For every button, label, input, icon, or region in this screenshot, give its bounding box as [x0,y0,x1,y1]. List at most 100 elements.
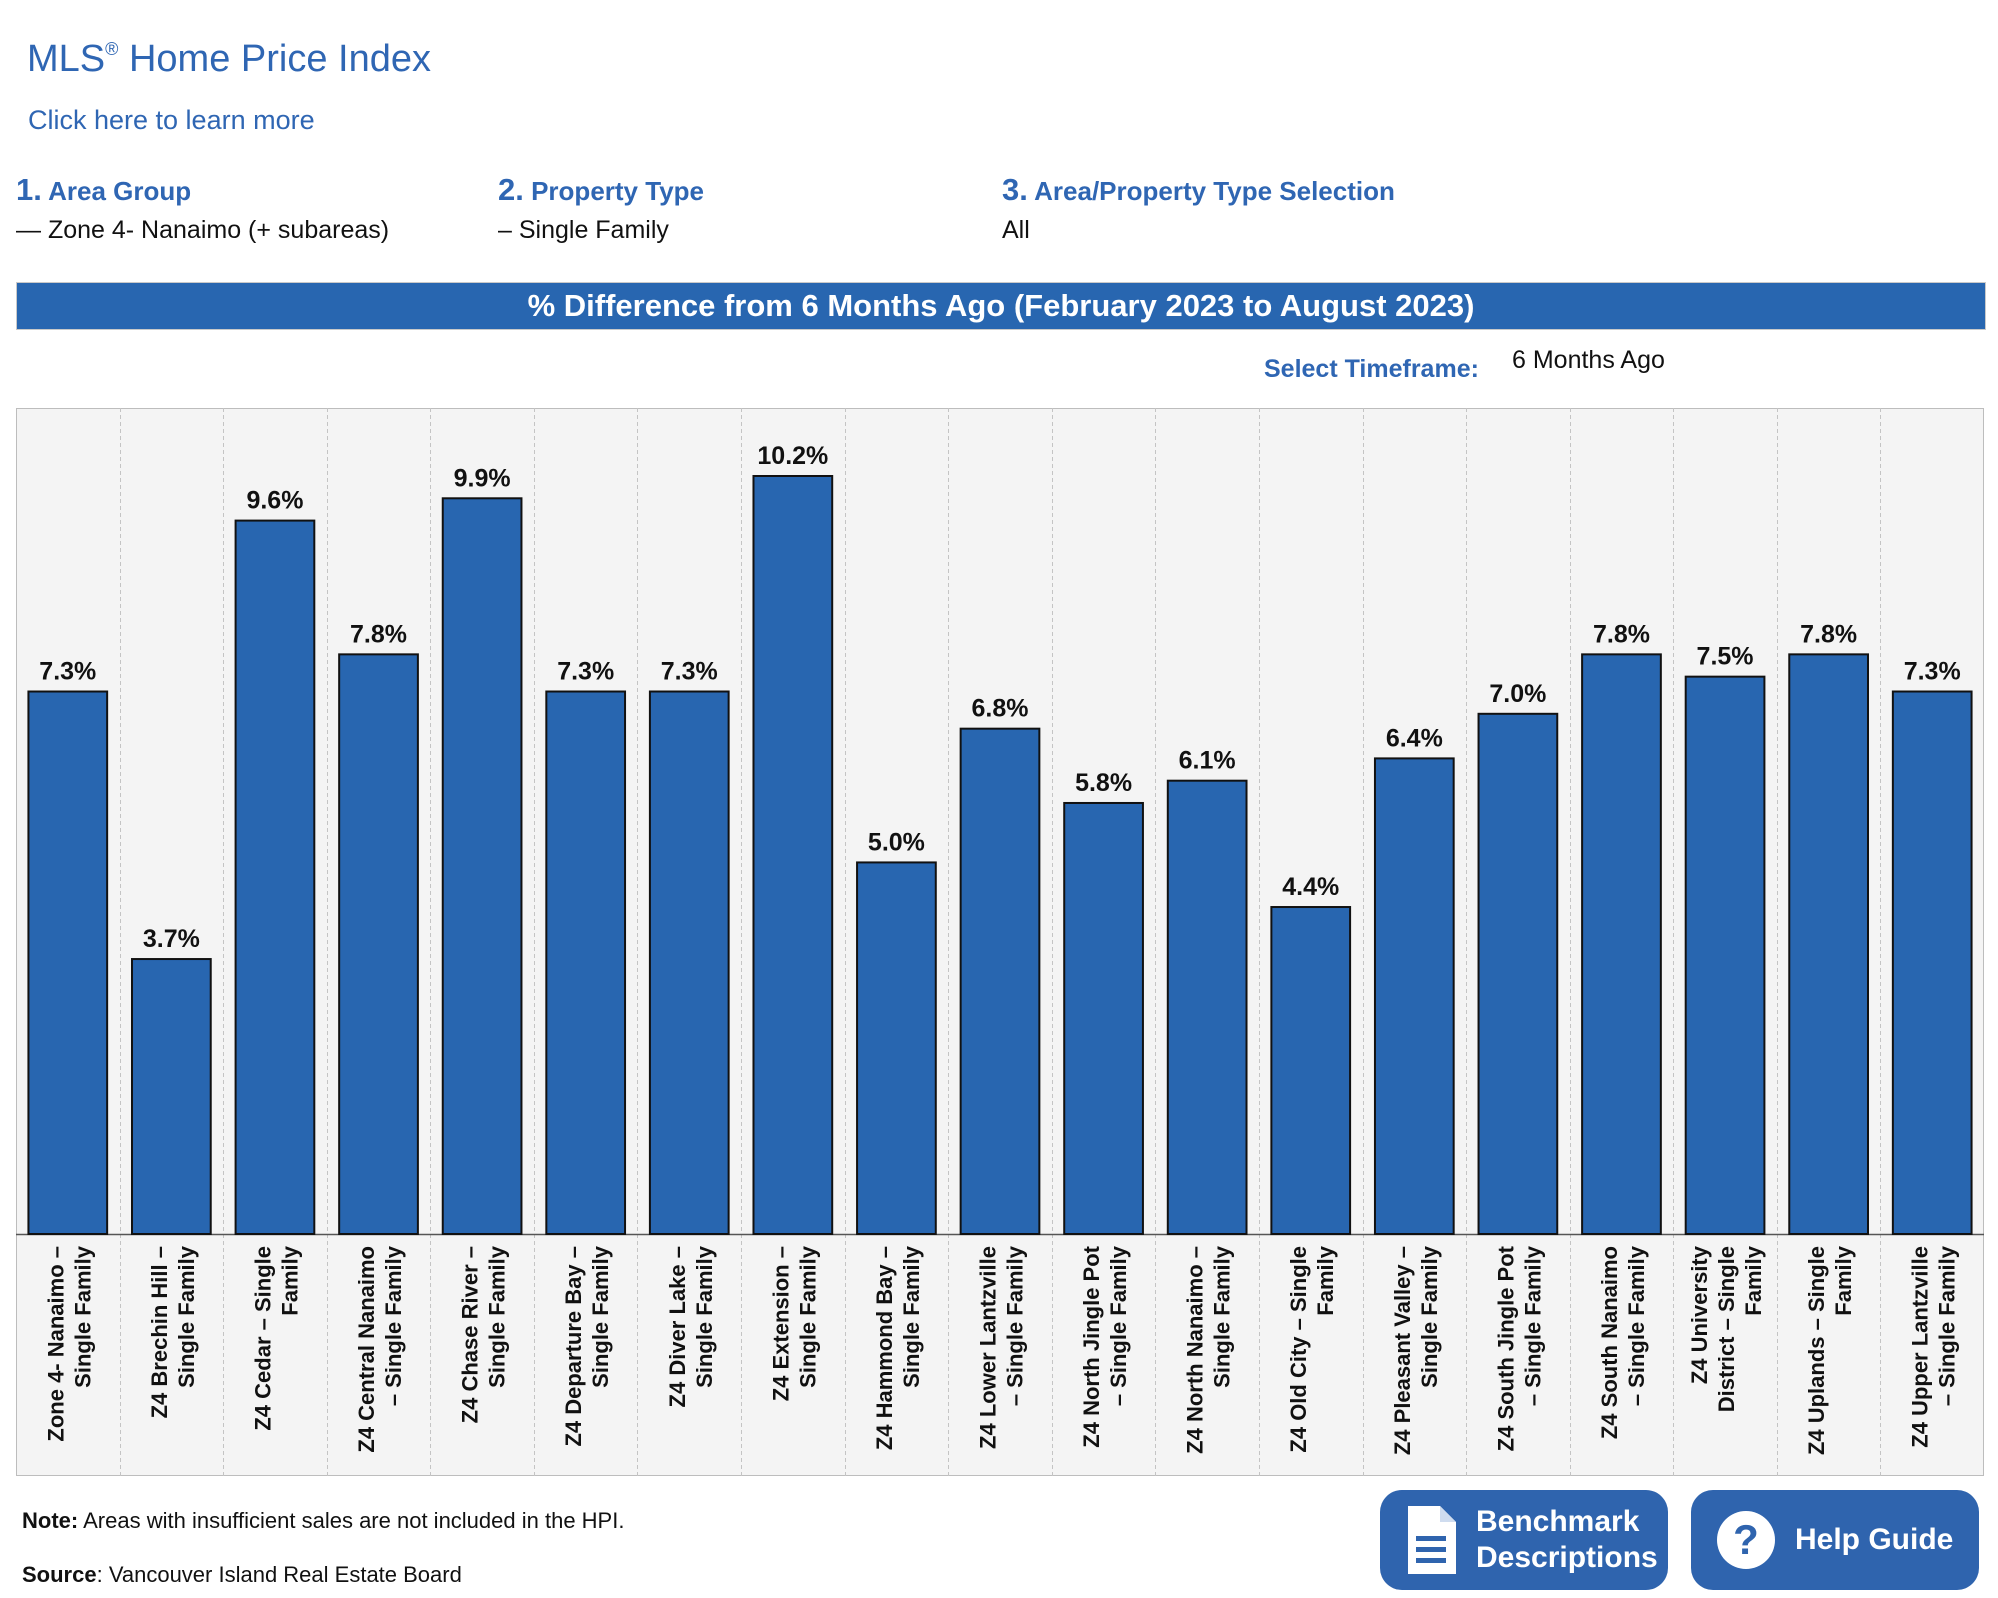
category-tick-label: Family [1313,1245,1338,1315]
step-label: Area/Property Type Selection [1034,176,1395,206]
bar [1063,801,1144,1235]
category-tick-label: Single Family [1210,1245,1235,1388]
category-tick-label: Family [1831,1245,1856,1315]
document-icon [1408,1506,1456,1574]
step-property-type: 2. Property Type – Single Family [498,172,704,245]
category-tick-label: Z4 Extension – [768,1246,793,1401]
registered-mark: ® [105,39,119,59]
data-label: 7.8% [1593,620,1650,648]
bar [27,690,109,1235]
bar [545,690,627,1235]
benchmark-line1: Benchmark [1476,1505,1640,1538]
category-tick-label: – Single Family [381,1245,406,1406]
category-tick-label: Z4 Central Nanaimo [354,1246,379,1453]
bar [959,727,1041,1235]
bar [338,653,419,1235]
bar [234,519,316,1235]
category-tick-label: Zone 4- Nanaimo – [43,1246,68,1442]
category-tick-label: Z4 University [1687,1245,1712,1384]
data-label: 6.1% [1179,747,1236,775]
timeframe-select[interactable]: 6 Months Ago [1512,346,1665,374]
bar [131,958,212,1236]
category-tick-label: Z4 Diver Lake – [665,1246,690,1407]
step-number: 1. [16,172,42,207]
category-tick-label: Z4 Old City – Single [1286,1246,1311,1453]
step-number: 2. [498,172,524,207]
data-label: 7.5% [1697,643,1754,671]
step-area-group: 1. Area Group — Zone 4- Nanaimo (+ subar… [16,172,389,245]
data-label: 7.3% [39,658,96,686]
page-title: MLS® Home Price Index [27,38,431,80]
data-label: 9.9% [454,464,511,492]
category-tick-label: – Single Family [1003,1245,1028,1406]
data-label: 9.6% [246,487,303,515]
step-label: Property Type [531,176,704,206]
category-tick-label: Z4 Chase River – [458,1246,483,1423]
bar-chart: 7.3%Zone 4- Nanaimo – Single Family3.7%Z4… [16,408,1984,1476]
data-label: 5.8% [1075,769,1132,797]
property-type-select[interactable]: – Single Family [498,216,669,244]
bar [441,497,523,1235]
area-property-select[interactable]: All [1002,216,1030,244]
step-area-property-selection: 3. Area/Property Type Selection All [1002,172,1395,245]
timeframe-label: Select Timeframe: [1264,355,1479,383]
benchmark-descriptions-button[interactable]: Benchmark Descriptions [1380,1490,1668,1590]
category-tick-label: Single Family [588,1245,613,1388]
bar [648,690,730,1235]
chart-title-banner: % Difference from 6 Months Ago (February… [16,282,1986,330]
category-tick-label: Single Family [1417,1245,1442,1388]
bar [1270,906,1352,1235]
bar [1166,779,1248,1235]
area-group-select[interactable]: — Zone 4- Nanaimo (+ subareas) [16,216,390,244]
category-tick-label: Single Family [485,1245,510,1388]
category-tick-label: Z4 Cedar – Single [250,1246,275,1431]
category-tick-label: Single Family [692,1245,717,1388]
bar [1581,653,1662,1235]
bar [1891,690,1973,1235]
category-tick-label: Z4 Hammond Bay – [872,1246,897,1450]
data-label: 6.4% [1386,724,1443,752]
category-tick-label: Single Family [899,1245,924,1388]
benchmark-line2: Descriptions [1476,1541,1658,1574]
data-label: 7.3% [1904,658,1961,686]
bar [1788,653,1869,1235]
category-tick-label: Single Family [174,1245,199,1388]
question-icon: ? [1717,1511,1775,1569]
step-label: Area Group [48,176,192,206]
help-guide-button[interactable]: ? Help Guide [1691,1490,1979,1590]
category-tick-label: Family [277,1245,302,1315]
category-tick-label: Z4 North Jingle Pot [1079,1245,1104,1447]
category-tick-label: Z4 South Jingle Pot [1493,1245,1518,1451]
category-tick-label: – Single Family [1520,1245,1545,1406]
data-label: 7.3% [661,658,718,686]
category-tick-label: – Single Family [1624,1245,1649,1406]
category-tick-label: Z4 South Nanaimo [1597,1246,1622,1439]
help-guide-label: Help Guide [1795,1523,1954,1556]
data-label: 6.8% [972,695,1029,723]
category-tick-label: Z4 North Nanaimo – [1183,1246,1208,1454]
learn-more-link[interactable]: Click here to learn more [28,105,315,135]
data-label: 7.8% [1800,620,1857,648]
bar [856,861,937,1235]
svg-text:?: ? [1733,1516,1759,1563]
category-tick-label: Z4 Brechin Hill – [147,1246,172,1418]
step-number: 3. [1002,172,1028,207]
category-tick-label: Single Family [795,1245,820,1388]
category-tick-label: Z4 Departure Bay – [561,1246,586,1447]
data-label: 7.8% [350,620,407,648]
category-tick-label: Single Family [70,1245,95,1388]
data-label: 7.0% [1489,680,1546,708]
category-tick-label: Z4 Uplands – Single [1804,1246,1829,1455]
category-tick-label: District – Single [1714,1246,1739,1412]
data-label: 5.0% [868,828,925,856]
category-tick-label: – Single Family [1935,1245,1960,1406]
bar [1684,675,1766,1236]
data-label: 4.4% [1282,873,1339,901]
data-label: 10.2% [757,442,828,470]
category-tick-label: Z4 Pleasant Valley – [1390,1246,1415,1455]
category-tick-label: Z4 Upper Lantzville [1908,1246,1933,1448]
bar [1477,712,1559,1236]
category-tick-label: Family [1741,1245,1766,1315]
footer-note: Note: Areas with insufficient sales are … [22,1508,625,1533]
data-label: 7.3% [557,658,614,686]
